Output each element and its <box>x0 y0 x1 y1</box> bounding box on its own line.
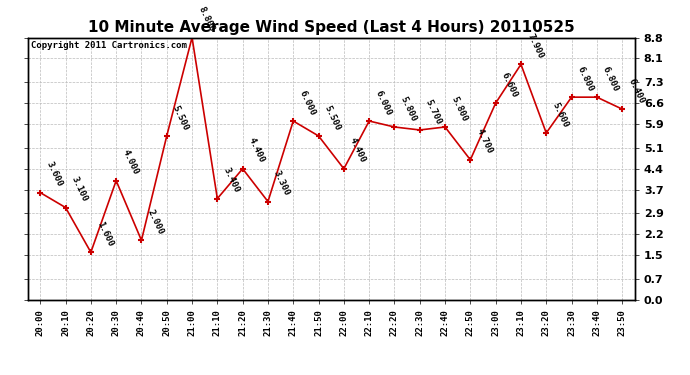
Text: 5.700: 5.700 <box>424 98 444 126</box>
Text: 5.800: 5.800 <box>449 94 469 123</box>
Text: 3.400: 3.400 <box>221 166 241 194</box>
Text: 6.000: 6.000 <box>297 89 317 117</box>
Text: 3.100: 3.100 <box>70 175 89 203</box>
Text: 4.400: 4.400 <box>247 136 266 165</box>
Text: 1.600: 1.600 <box>95 220 115 248</box>
Text: 6.000: 6.000 <box>373 89 393 117</box>
Text: 5.500: 5.500 <box>171 104 190 132</box>
Text: 2.000: 2.000 <box>146 208 165 236</box>
Text: 3.300: 3.300 <box>272 169 292 197</box>
Text: 6.800: 6.800 <box>575 65 595 93</box>
Text: 5.500: 5.500 <box>323 104 342 132</box>
Text: 5.800: 5.800 <box>399 94 418 123</box>
Text: 4.000: 4.000 <box>120 148 140 177</box>
Text: 8.800: 8.800 <box>196 5 216 33</box>
Text: Copyright 2011 Cartronics.com: Copyright 2011 Cartronics.com <box>30 42 186 51</box>
Text: 4.400: 4.400 <box>348 136 368 165</box>
Text: 4.700: 4.700 <box>475 128 494 156</box>
Text: 3.600: 3.600 <box>44 160 64 189</box>
Text: 6.400: 6.400 <box>627 77 646 105</box>
Text: 5.600: 5.600 <box>551 100 570 129</box>
Text: 6.600: 6.600 <box>500 71 520 99</box>
Title: 10 Minute Average Wind Speed (Last 4 Hours) 20110525: 10 Minute Average Wind Speed (Last 4 Hou… <box>88 20 575 35</box>
Text: 7.900: 7.900 <box>525 32 544 60</box>
Text: 6.800: 6.800 <box>601 65 620 93</box>
